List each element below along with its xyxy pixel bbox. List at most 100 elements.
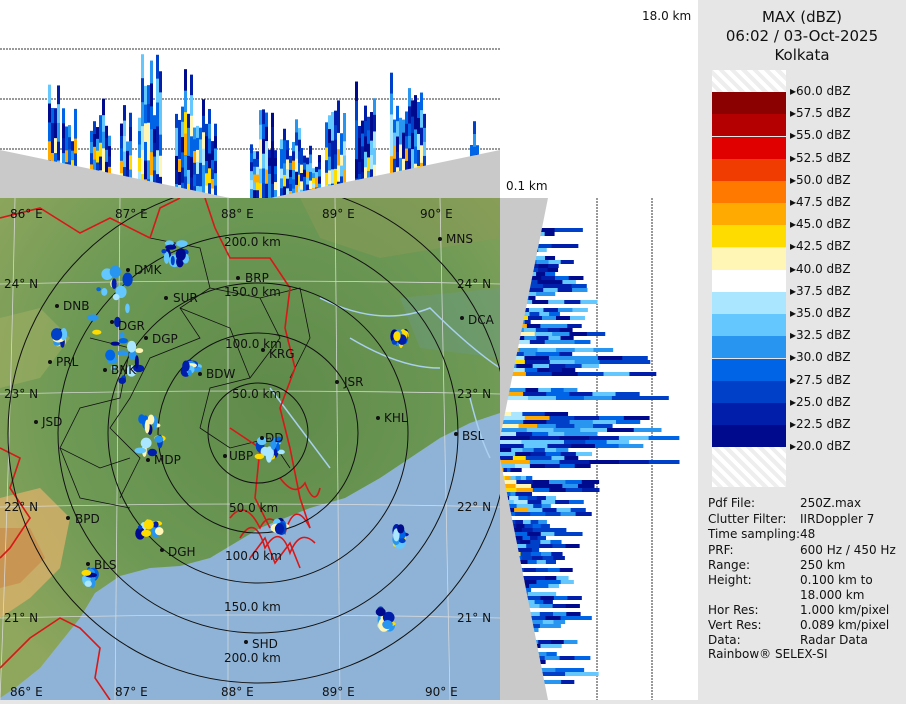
city-label: DGP bbox=[152, 332, 178, 346]
footer-credit: Rainbow® SELEX-SI bbox=[708, 647, 828, 661]
city-label: BNK bbox=[111, 363, 137, 377]
lon-label-bottom: 90° E bbox=[425, 685, 458, 699]
ring-label: 200.0 km bbox=[224, 235, 281, 249]
city-label: JSD bbox=[41, 415, 62, 429]
city-label: DGH bbox=[168, 545, 196, 559]
side-cross-section-plot bbox=[500, 198, 680, 700]
lon-label-bottom: 87° E bbox=[115, 685, 148, 699]
city-label: DMK bbox=[134, 263, 163, 277]
info-value: 0.100 km to bbox=[800, 573, 873, 587]
legend-label: ▸30.0 dBZ bbox=[790, 350, 851, 365]
radar-map[interactable]: 86° E 87° E 88° E 89° E 90° E 86° E 87° … bbox=[0, 182, 509, 701]
legend-label: ▸45.0 dBZ bbox=[790, 217, 851, 232]
info-value: Radar Data bbox=[800, 633, 868, 647]
legend-swatch bbox=[712, 358, 786, 381]
station-title: Kolkata bbox=[774, 46, 830, 64]
city-label: BSL bbox=[462, 429, 485, 443]
legend-swatch bbox=[712, 425, 786, 448]
ring-label: 50.0 km bbox=[232, 387, 281, 401]
city-label: DGR bbox=[118, 319, 145, 333]
legend-label: ▸57.5 dBZ bbox=[790, 106, 851, 121]
radar-map-svg: 86° E 87° E 88° E 89° E 90° E 86° E 87° … bbox=[0, 182, 509, 701]
info-key: Data: bbox=[708, 633, 741, 647]
legend-swatch bbox=[712, 203, 786, 226]
lat-label-left: 21° N bbox=[4, 611, 38, 625]
info-value: IIRDoppler 7 bbox=[800, 512, 875, 526]
info-key: Vert Res: bbox=[708, 618, 762, 632]
side-cross-section bbox=[500, 198, 698, 700]
lon-label-bottom: 86° E bbox=[10, 685, 43, 699]
city-label: BRP bbox=[245, 271, 269, 285]
city-label: DNB bbox=[63, 299, 89, 313]
legend-swatch bbox=[712, 292, 786, 314]
city-label: MNS bbox=[446, 232, 473, 246]
city-label: BLS bbox=[94, 558, 117, 572]
legend-label: ▸22.5 dBZ bbox=[790, 417, 851, 431]
legend-swatch bbox=[712, 380, 786, 403]
legend-swatch bbox=[712, 225, 786, 248]
lat-label-left: 24° N bbox=[4, 277, 38, 291]
legend-label: ▸42.5 dBZ bbox=[790, 239, 851, 254]
legend-label: ▸50.0 dBZ bbox=[790, 172, 851, 187]
corner-area: 18.0 km 0.1 km bbox=[500, 0, 698, 198]
city-label: DD bbox=[265, 431, 283, 445]
city-label: SHD bbox=[252, 637, 278, 651]
legend-swatch bbox=[712, 181, 786, 203]
info-key: Time sampling: bbox=[708, 527, 801, 541]
lon-label-top: 87° E bbox=[115, 207, 148, 221]
legend-swatch bbox=[712, 70, 786, 92]
info-value: 0.089 km/pixel bbox=[800, 618, 890, 632]
legend-label: ▸35.0 dBZ bbox=[790, 306, 851, 320]
legend-swatch bbox=[712, 314, 786, 337]
city-label: KRG bbox=[269, 347, 295, 361]
lon-label-top: 90° E bbox=[420, 207, 453, 221]
info-key: PRF: bbox=[708, 543, 734, 557]
lon-label-top: 88° E bbox=[221, 207, 254, 221]
lon-label-top: 89° E bbox=[322, 207, 355, 221]
city-label: PRL bbox=[56, 355, 79, 369]
legend-swatch bbox=[712, 447, 786, 488]
info-key: Clutter Filter: bbox=[708, 512, 787, 526]
info-value: 1.000 km/pixel bbox=[800, 603, 890, 617]
legend-label: ▸27.5 dBZ bbox=[790, 372, 851, 387]
legend-swatch bbox=[712, 92, 786, 115]
city-label: DCA bbox=[468, 313, 495, 327]
ring-label: 100.0 km bbox=[225, 549, 282, 563]
legend-label: ▸47.5 dBZ bbox=[790, 195, 851, 209]
legend-label: ▸25.0 dBZ bbox=[790, 394, 851, 409]
lat-label-left: 22° N bbox=[4, 500, 38, 514]
info-key: Hor Res: bbox=[708, 603, 759, 617]
height-top-label: 18.0 km bbox=[642, 9, 692, 23]
city-label: JSR bbox=[343, 375, 364, 389]
city-label: SUR bbox=[173, 291, 198, 305]
top-cross-section-plot bbox=[0, 48, 500, 199]
product-title: MAX (dBZ) bbox=[761, 8, 843, 26]
lat-label-left: 23° N bbox=[4, 387, 38, 401]
legend-swatch bbox=[712, 247, 786, 270]
legend-swatch bbox=[712, 136, 786, 159]
ring-label: 100.0 km bbox=[225, 337, 282, 351]
height-bottom-label: 0.1 km bbox=[506, 179, 548, 193]
legend-label: ▸20.0 dBZ bbox=[790, 439, 851, 454]
legend-swatch bbox=[712, 158, 786, 181]
lat-label-right: 22° N bbox=[457, 500, 491, 514]
lon-label-bottom: 88° E bbox=[221, 685, 254, 699]
info-key: Height: bbox=[708, 573, 752, 587]
city-label: BDW bbox=[206, 367, 235, 381]
city-label: BPD bbox=[75, 512, 100, 526]
city-label: UBP bbox=[229, 449, 253, 463]
info-value: 600 Hz / 450 Hz bbox=[800, 543, 896, 557]
legend-label: ▸52.5 dBZ bbox=[790, 150, 851, 165]
legend-swatch bbox=[712, 403, 786, 425]
datetime-title: 06:02 / 03-Oct-2025 bbox=[725, 27, 879, 45]
info-panel: MAX (dBZ) 06:02 / 03-Oct-2025 Kolkata ▸6… bbox=[698, 0, 906, 700]
legend-label: ▸60.0 dBZ bbox=[790, 84, 851, 98]
info-value: 250Z.max bbox=[800, 496, 862, 510]
ring-label: 150.0 km bbox=[224, 285, 281, 299]
ring-label: 150.0 km bbox=[224, 600, 281, 614]
lon-label-top: 86° E bbox=[10, 207, 43, 221]
ring-label: 200.0 km bbox=[224, 651, 281, 665]
legend-label: ▸37.5 dBZ bbox=[790, 283, 851, 298]
info-key: Range: bbox=[708, 558, 751, 572]
legend-swatch bbox=[712, 269, 786, 292]
